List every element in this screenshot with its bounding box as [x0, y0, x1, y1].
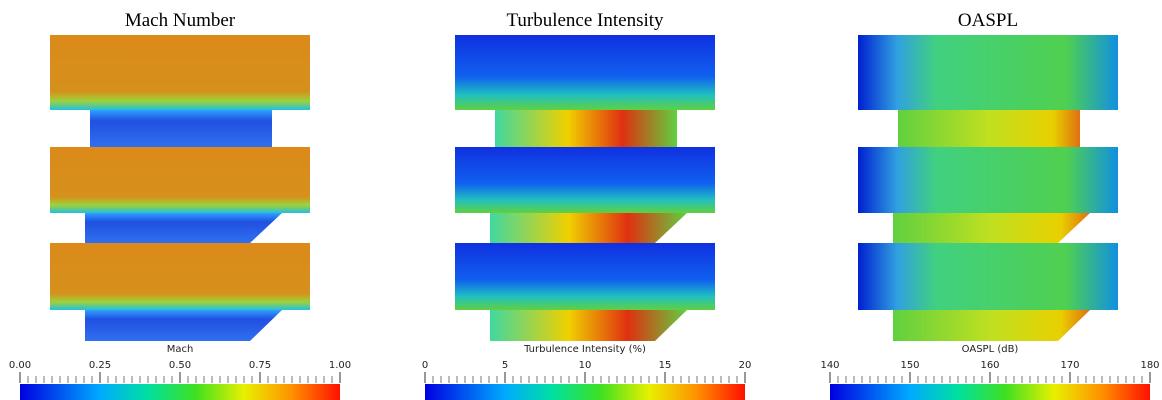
panel-title: Turbulence Intensity: [506, 10, 664, 31]
tick-label: 180: [1140, 360, 1159, 371]
flow-region: [455, 35, 715, 110]
tick-label: 20: [739, 360, 752, 371]
tick-label: 0: [422, 360, 428, 371]
tick-label: 10: [579, 360, 592, 371]
flow-region: [50, 243, 310, 310]
tick-label: 170: [1060, 360, 1079, 371]
cavity-region: [898, 110, 1080, 147]
cavity-region: [90, 110, 272, 147]
panel-title: OASPL: [958, 10, 1018, 31]
tick-label: 0.75: [249, 360, 271, 371]
tick-label: 5: [502, 360, 508, 371]
colorbar-label: OASPL (dB): [962, 344, 1019, 355]
colorbar: [425, 384, 745, 400]
tick-label: 0.25: [89, 360, 111, 371]
tick-label: 160: [980, 360, 999, 371]
colorbar-label: Mach: [167, 344, 194, 355]
tick-label: 140: [820, 360, 839, 371]
cavity-region: [490, 310, 687, 341]
flow-region: [858, 243, 1118, 310]
flow-region: [50, 35, 310, 110]
cavity-region: [893, 310, 1090, 341]
colorbar: [830, 384, 1150, 400]
cavity-region: [490, 213, 687, 243]
colorbars: Mach 0.00 0.25 0.50 0.75 1.00 Turbulence Inten…: [9, 344, 1160, 400]
panel-title: Mach Number: [125, 10, 236, 31]
tick-label: 0.50: [169, 360, 191, 371]
tick-label: 15: [659, 360, 672, 371]
colorbar: [20, 384, 340, 400]
cavity-region: [495, 110, 677, 147]
cavity-region: [85, 213, 282, 243]
tick-label: 150: [900, 360, 919, 371]
tick-label: 1.00: [329, 360, 351, 371]
flow-region: [50, 147, 310, 213]
flow-region: [858, 35, 1118, 110]
flow-region: [455, 147, 715, 213]
colorbar-label: Turbulence Intensity (%): [523, 344, 646, 355]
flow-region: [858, 147, 1118, 213]
flow-region: [455, 243, 715, 310]
cavity-region: [85, 310, 282, 341]
contour-plots: Mach Number Turbulence Intensity OASPL: [50, 10, 1118, 341]
tick-label: 0.00: [9, 360, 31, 371]
cavity-region: [893, 213, 1090, 243]
